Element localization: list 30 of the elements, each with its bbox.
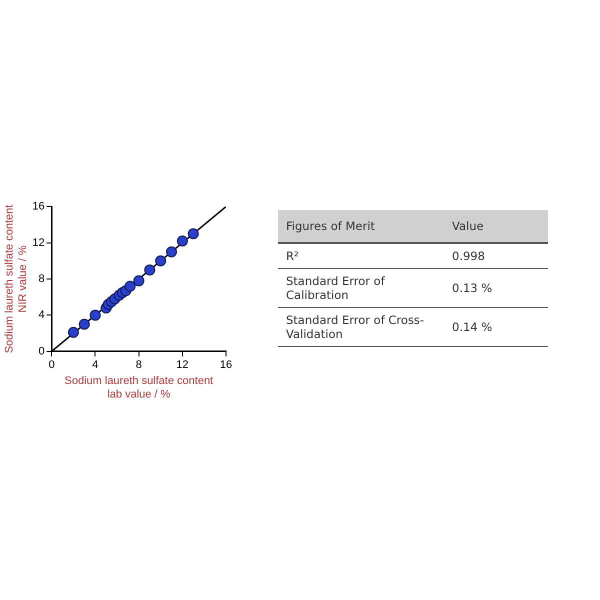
x-tick-label: 4	[92, 359, 98, 372]
y-tick-label: 4	[38, 309, 45, 322]
x-tick-label: 0	[48, 359, 55, 372]
y-tick-label: 12	[32, 236, 45, 249]
point	[68, 326, 79, 338]
text: R²	[278, 243, 444, 268]
point	[166, 246, 178, 258]
x-tick-label: 8	[136, 359, 142, 372]
x-axis-title: Sodium laureth sulfate content lab value / %	[64, 375, 214, 400]
text: 0.998	[444, 243, 548, 268]
x-tick-label: 12	[176, 359, 189, 372]
point	[124, 280, 136, 292]
point	[78, 318, 90, 330]
point	[90, 310, 101, 321]
text: Standard Error of Calibration	[278, 268, 444, 308]
text: 0.13 %	[444, 268, 548, 308]
text: Value	[444, 210, 548, 243]
point	[188, 228, 199, 240]
text: Figures of Merit	[278, 210, 444, 243]
x-tick-label: 16	[220, 359, 232, 372]
point	[133, 275, 144, 286]
point	[176, 235, 188, 246]
text: 0.14 %	[444, 308, 548, 346]
y-tick-label: 8	[38, 273, 45, 286]
text: Standard Error of Cross-Validation	[278, 308, 444, 346]
point	[155, 255, 166, 266]
y-tick-label: 16	[32, 200, 45, 213]
point	[144, 264, 156, 276]
y-tick-label: 0	[38, 345, 45, 358]
y-axis-title: Sodium laureth sulfate content NIR value / %	[4, 204, 29, 354]
